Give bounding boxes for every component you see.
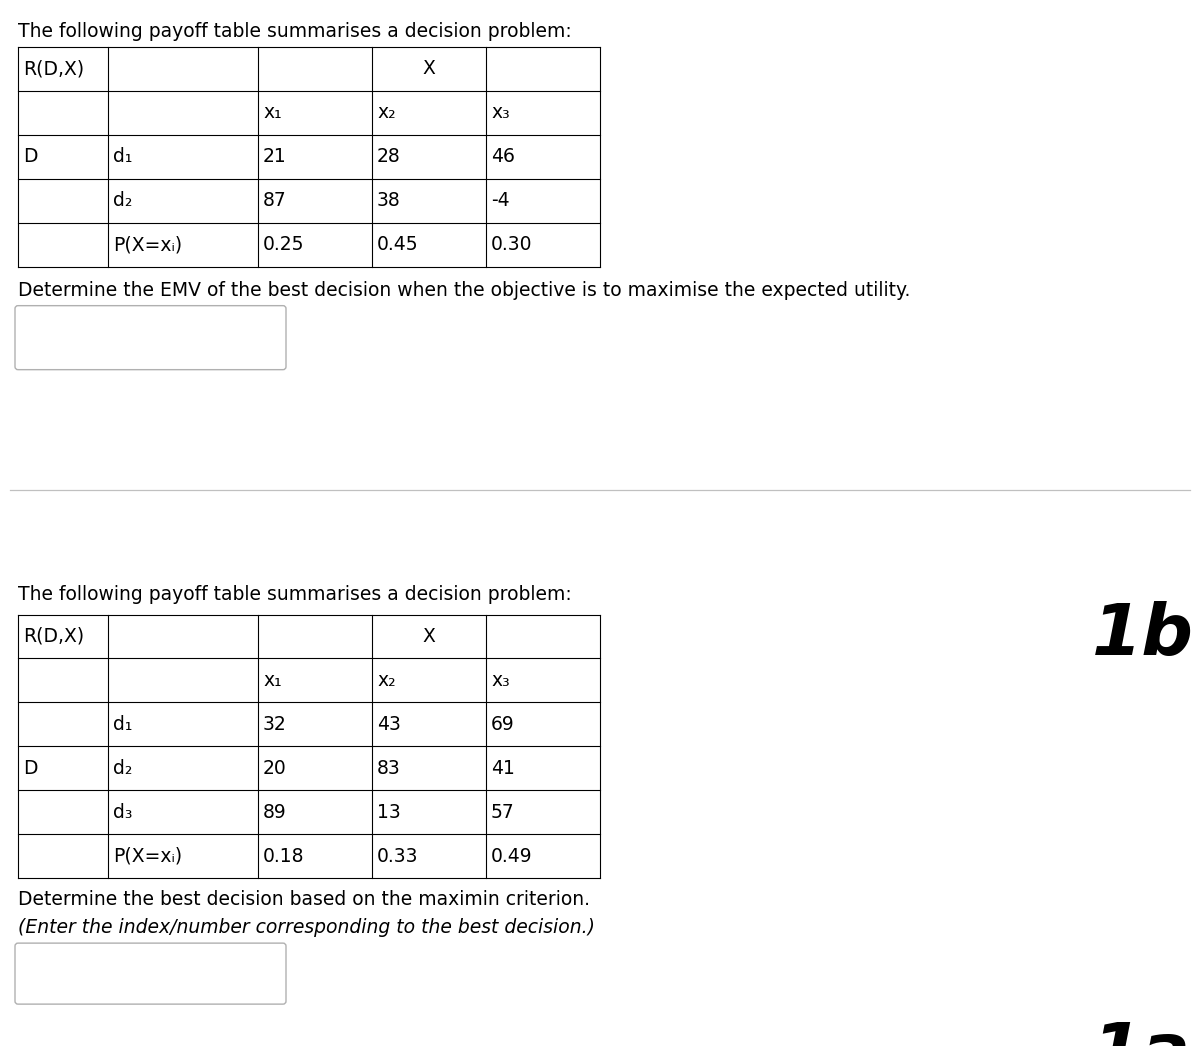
Text: d₁: d₁ xyxy=(113,714,132,734)
Text: (Enter the index/number corresponding to the best decision.): (Enter the index/number corresponding to… xyxy=(18,918,595,937)
Text: -4: -4 xyxy=(491,191,510,210)
Text: 28: 28 xyxy=(377,147,401,166)
Text: Determine the EMV of the best decision when the objective is to maximise the exp: Determine the EMV of the best decision w… xyxy=(18,280,911,299)
Text: 20: 20 xyxy=(263,758,287,778)
Text: D: D xyxy=(23,147,37,166)
Text: P(X=xᵢ): P(X=xᵢ) xyxy=(113,235,182,254)
Text: 46: 46 xyxy=(491,147,515,166)
Text: d₂: d₂ xyxy=(113,191,132,210)
FancyBboxPatch shape xyxy=(14,305,286,369)
Text: X: X xyxy=(422,627,436,646)
Text: d₂: d₂ xyxy=(113,758,132,778)
Text: 13: 13 xyxy=(377,802,401,822)
Text: 0.33: 0.33 xyxy=(377,846,419,866)
Text: 1a: 1a xyxy=(1092,1020,1190,1046)
Text: 21: 21 xyxy=(263,147,287,166)
Text: x₃: x₃ xyxy=(491,104,510,122)
Text: 0.45: 0.45 xyxy=(377,235,419,254)
FancyBboxPatch shape xyxy=(14,943,286,1004)
Text: x₂: x₂ xyxy=(377,670,396,690)
Text: P(X=xᵢ): P(X=xᵢ) xyxy=(113,846,182,866)
Text: 41: 41 xyxy=(491,758,515,778)
Text: 0.18: 0.18 xyxy=(263,846,305,866)
Text: 0.25: 0.25 xyxy=(263,235,305,254)
Text: 87: 87 xyxy=(263,191,287,210)
Text: 0.30: 0.30 xyxy=(491,235,533,254)
Text: 0.49: 0.49 xyxy=(491,846,533,866)
Text: 69: 69 xyxy=(491,714,515,734)
Text: The following payoff table summarises a decision problem:: The following payoff table summarises a … xyxy=(18,585,571,604)
Text: 32: 32 xyxy=(263,714,287,734)
Text: R(D,X): R(D,X) xyxy=(23,60,84,78)
Text: d₃: d₃ xyxy=(113,802,132,822)
Text: d₁: d₁ xyxy=(113,147,132,166)
Text: x₁: x₁ xyxy=(263,670,282,690)
Text: D: D xyxy=(23,758,37,778)
Text: 83: 83 xyxy=(377,758,401,778)
Text: R(D,X): R(D,X) xyxy=(23,627,84,646)
Text: The following payoff table summarises a decision problem:: The following payoff table summarises a … xyxy=(18,22,571,41)
Text: x₂: x₂ xyxy=(377,104,396,122)
Text: x₁: x₁ xyxy=(263,104,282,122)
Text: 38: 38 xyxy=(377,191,401,210)
Text: Determine the best decision based on the maximin criterion.: Determine the best decision based on the… xyxy=(18,890,590,909)
Text: 57: 57 xyxy=(491,802,515,822)
Text: 89: 89 xyxy=(263,802,287,822)
Text: 43: 43 xyxy=(377,714,401,734)
Text: x₃: x₃ xyxy=(491,670,510,690)
Text: X: X xyxy=(422,60,436,78)
Text: 1b: 1b xyxy=(1092,601,1194,670)
